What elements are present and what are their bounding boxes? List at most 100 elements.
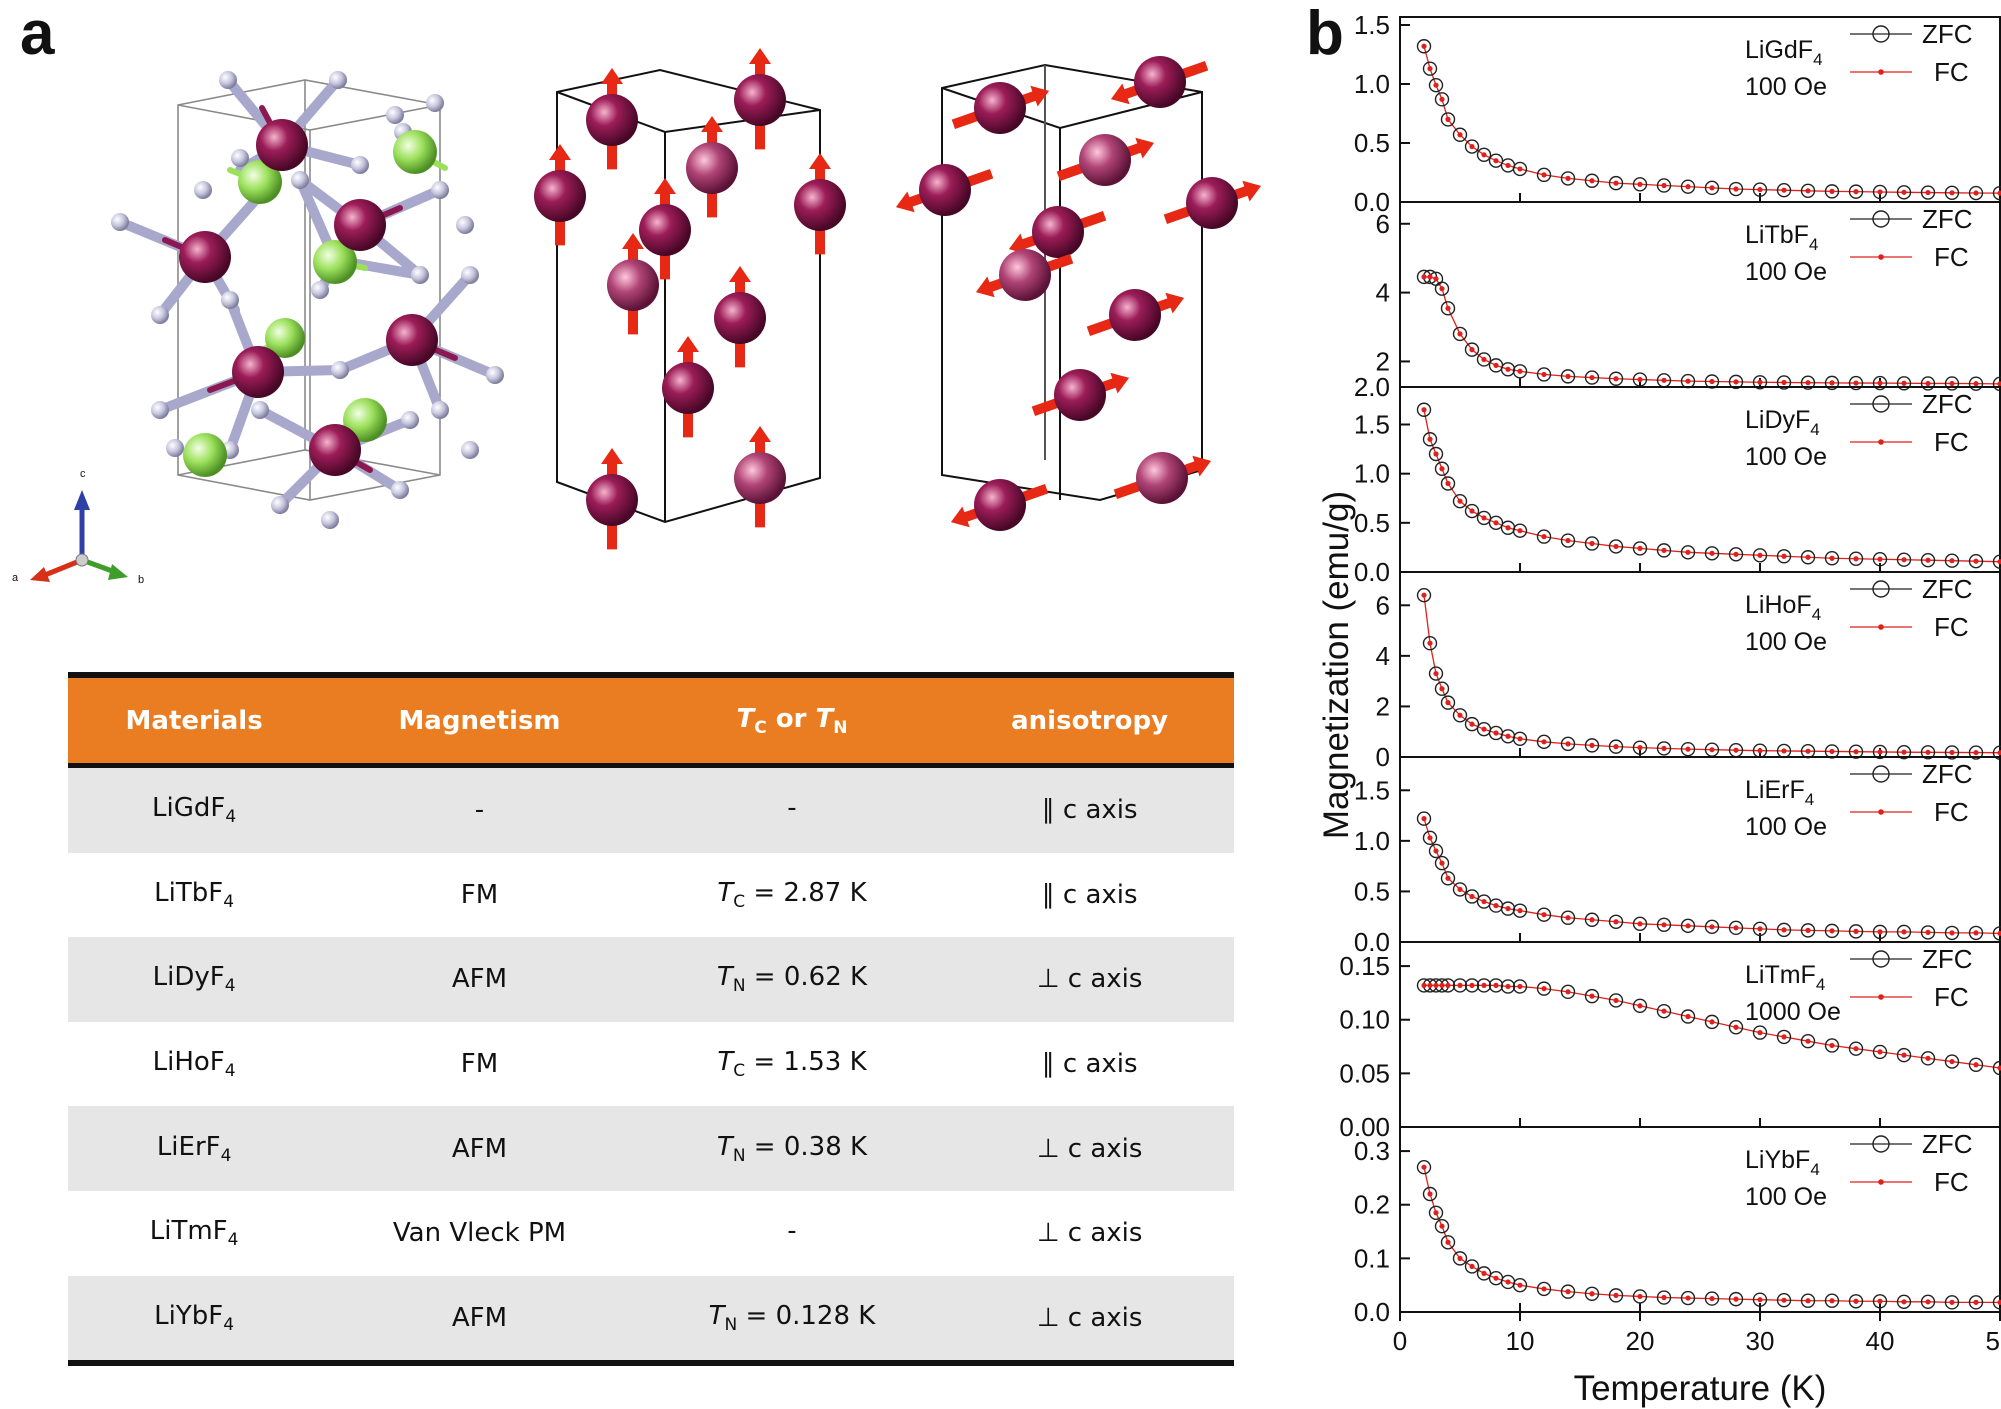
fc-point (1973, 1062, 1979, 1068)
fc-point (1481, 726, 1487, 732)
y-tick-label: 0.0 (1354, 557, 1390, 587)
zfc-point (1416, 811, 1432, 826)
zfc-point (1704, 1014, 1720, 1030)
fc-point (1427, 982, 1433, 989)
panel-field-label: 100 Oe (1745, 73, 1827, 101)
crystal-structure-figure: c a b (12, 48, 1262, 586)
panel-b-label: b (1306, 0, 1344, 68)
zfc-point (1434, 92, 1450, 107)
zfc-point (1848, 184, 1864, 199)
panel-frame (1399, 16, 2001, 203)
transition-temp-cell: TN = 0.38 K (716, 1131, 868, 1166)
header-materials: Materials (68, 672, 321, 768)
y-tick-label: 1.0 (1354, 69, 1390, 99)
zfc-point (1848, 1294, 1864, 1309)
spin-site (1110, 56, 1209, 108)
fc-point (1589, 1291, 1595, 1297)
fc-point (1469, 508, 1475, 514)
zfc-point (1968, 925, 1984, 941)
fc-point (1781, 927, 1787, 933)
fc-point (1853, 1046, 1859, 1052)
fc-point (1781, 553, 1787, 559)
fc-point (1493, 520, 1499, 526)
fc-point (1709, 1019, 1715, 1025)
fc-point (1565, 915, 1571, 921)
x-tick-label: 0 (1393, 1326, 1407, 1356)
fc-point (1853, 749, 1859, 755)
fc-point (1421, 592, 1427, 598)
zfc-point (1920, 376, 1936, 391)
zfc-point (1428, 666, 1444, 681)
zfc-point (1680, 179, 1696, 194)
fc-point (1505, 525, 1511, 531)
fc-point (1427, 436, 1433, 442)
fc-point (1805, 927, 1811, 933)
zfc-point (1872, 744, 1888, 760)
fc-point (1457, 1255, 1463, 1261)
y-axis-label: Magnetization (emu/g) (1317, 491, 1356, 839)
spin-site (1086, 289, 1185, 341)
spin-site (607, 233, 659, 335)
zfc-point (1944, 925, 1960, 941)
zfc-point (1434, 281, 1450, 296)
zfc-point (1464, 978, 1480, 993)
zfc-point (1920, 745, 1936, 760)
zfc-point (1872, 1294, 1888, 1309)
fc-point (1613, 1292, 1619, 1298)
fc-point (1997, 381, 2001, 387)
zfc-point (1680, 741, 1696, 757)
fc-point (1445, 305, 1451, 311)
legend-fc-label: FC (1934, 242, 1969, 272)
zfc-point (1434, 681, 1450, 696)
y-tick-label: 6 (1376, 209, 1390, 239)
fc-point (1439, 286, 1445, 292)
zfc-point (1536, 981, 1552, 996)
fc-point (1427, 835, 1433, 841)
panel-material-label: LiYbF4 (1745, 1146, 1820, 1179)
zfc-point (1944, 376, 1960, 391)
zfc-point (1440, 476, 1456, 491)
fc-point (1565, 741, 1571, 747)
zfc-point (1896, 185, 1912, 200)
zfc-point (1464, 342, 1480, 357)
zfc-point (1608, 914, 1624, 929)
fc-point (1457, 712, 1463, 718)
fc-point (1853, 556, 1859, 562)
zfc-point (1776, 1029, 1792, 1045)
material-cell: LiGdF4 (152, 793, 237, 828)
zfc-point (1728, 547, 1744, 562)
fc-point (1733, 379, 1739, 385)
fc-point (1481, 152, 1487, 158)
y-tick-label: 0.0 (1354, 927, 1390, 957)
legend-fc-marker (1878, 69, 1884, 75)
fc-point (1637, 376, 1643, 383)
zfc-point (1776, 549, 1792, 564)
zfc-point (1872, 552, 1888, 567)
y-tick-label: 1.5 (1354, 10, 1390, 40)
zfc-point (1416, 1159, 1432, 1175)
zfc-point (1452, 127, 1468, 142)
fc-point (1541, 986, 1547, 992)
zfc-point (1476, 510, 1492, 526)
y-tick-label: 2 (1376, 346, 1390, 376)
fc-point (1433, 1210, 1439, 1216)
fc-point (1457, 886, 1463, 893)
zfc-point (1824, 923, 1840, 939)
zfc-point (1656, 178, 1672, 193)
fc-point (1427, 1191, 1433, 1197)
panel-field-label: 1000 Oe (1745, 998, 1841, 1026)
zfc-point (1896, 1294, 1912, 1310)
zfc-point (1422, 830, 1438, 846)
zfc-point (1488, 515, 1504, 531)
x-tick-label: 20 (1626, 1326, 1655, 1356)
fc-point (1661, 182, 1667, 189)
panel-field-label: 100 Oe (1745, 628, 1827, 656)
chart-panel: 0.0 0.5 1.0 1.5 LiDyF4 100 Oe ZFC FC (1354, 386, 2001, 587)
panel-material-label: LiGdF4 (1745, 36, 1823, 69)
zfc-point (1536, 734, 1552, 750)
y-tick-label: 2 (1376, 691, 1390, 721)
fc-line (1424, 984, 2001, 1069)
legend-zfc-marker (1872, 1135, 1890, 1153)
magnetism-cell: AFM (451, 964, 508, 995)
fc-point (1457, 498, 1463, 504)
